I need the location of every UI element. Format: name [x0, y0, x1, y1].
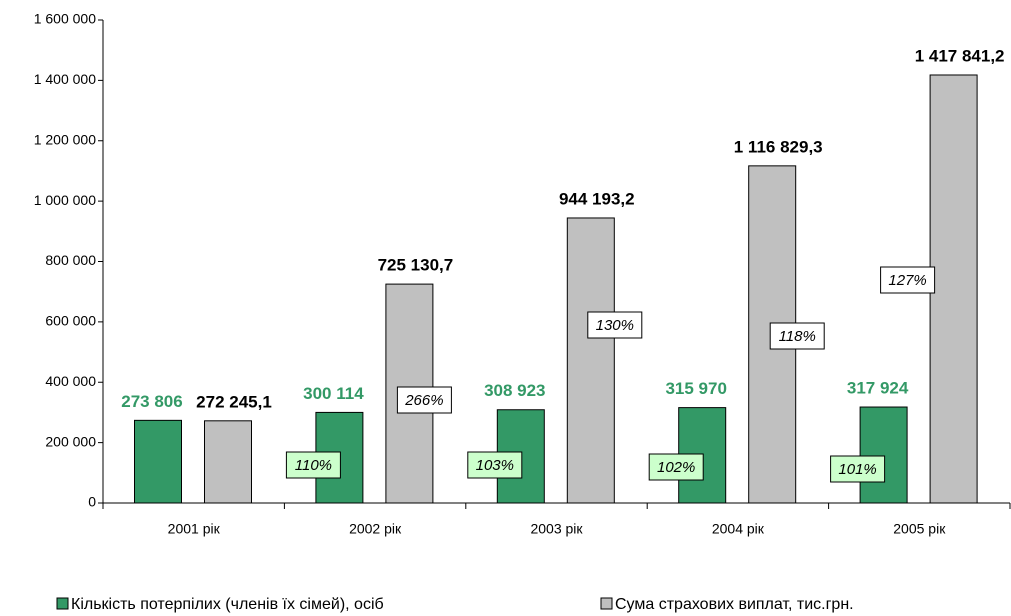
bar: [929, 74, 978, 504]
y-tick-label: 800 000: [45, 252, 96, 268]
legend-swatch: [56, 597, 69, 610]
value-label: 725 130,7: [378, 256, 454, 275]
value-label: 273 806: [121, 392, 182, 411]
y-tick-label: 200 000: [45, 433, 96, 449]
legend-label: Сума страхових виплат, тис.грн.: [615, 596, 854, 613]
value-label: 944 193,2: [559, 189, 635, 208]
growth-box: [587, 311, 643, 339]
y-tick-label: 0: [88, 494, 96, 510]
bar: [134, 419, 182, 504]
value-label: 1 116 829,3: [734, 137, 823, 156]
growth-box: [648, 453, 704, 481]
growth-label: 110%: [295, 457, 332, 474]
value-label: 300 114: [303, 384, 364, 403]
growth-label: 130%: [596, 317, 634, 334]
growth-label: 118%: [779, 328, 816, 345]
y-tick-label: 1 200 000: [34, 131, 96, 147]
y-tick-label: 1 000 000: [34, 192, 96, 208]
bar: [859, 406, 908, 504]
growth-label: 103%: [476, 457, 514, 474]
value-label: 1 417 841,2: [915, 46, 1005, 65]
growth-box: [769, 322, 825, 350]
y-tick-label: 1 600 000: [34, 11, 96, 27]
growth-label: 101%: [838, 461, 876, 478]
value-label: 308 923: [484, 381, 545, 400]
x-tick-label: 2002 рік: [349, 521, 402, 537]
growth-box: [396, 386, 452, 414]
bar: [566, 217, 615, 504]
x-tick-label: 2004 рік: [712, 521, 765, 537]
value-label: 315 970: [665, 379, 726, 398]
x-tick-label: 2005 рік: [893, 521, 946, 537]
growth-label: 266%: [404, 392, 443, 409]
legend-swatch: [600, 597, 613, 610]
growth-label: 127%: [888, 272, 926, 289]
growth-box: [285, 451, 341, 479]
growth-box: [467, 451, 523, 479]
y-tick-label: 600 000: [45, 313, 96, 329]
growth-box: [880, 266, 936, 294]
legend-label: Кількість потерпілих (членів їх сімей), …: [71, 596, 384, 613]
y-tick-label: 1 400 000: [34, 71, 96, 87]
growth-box: [830, 455, 886, 483]
value-label: 272 245,1: [196, 392, 272, 411]
value-label: 317 924: [847, 379, 909, 398]
x-tick-label: 2003 рік: [530, 521, 583, 537]
growth-label: 102%: [657, 459, 695, 476]
bar: [204, 420, 252, 504]
y-tick-label: 400 000: [45, 373, 96, 389]
x-tick-label: 2001 рік: [168, 521, 221, 537]
